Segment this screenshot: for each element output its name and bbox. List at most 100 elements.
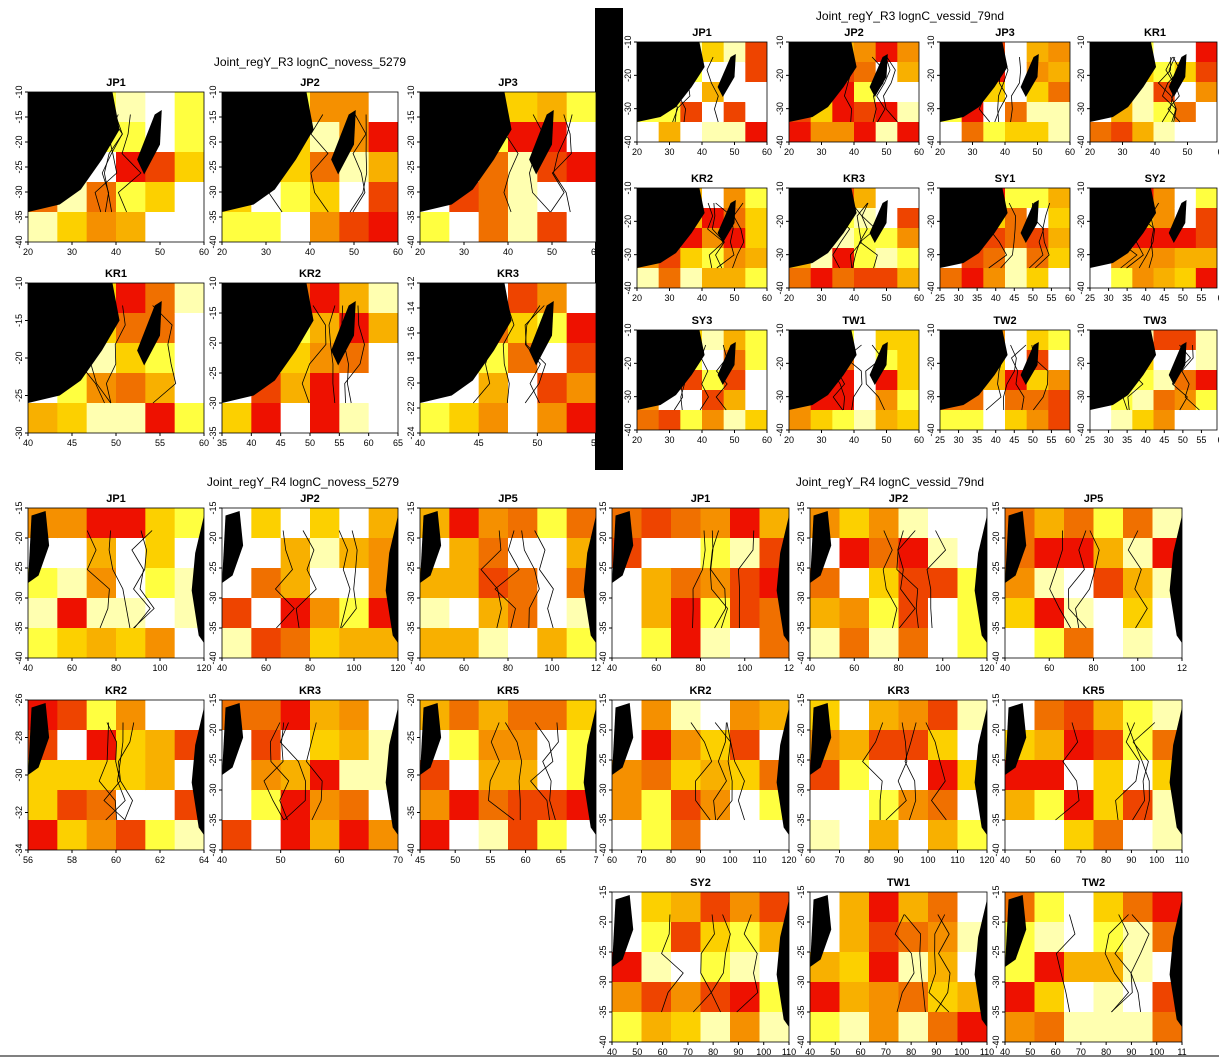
x-tick-label: 50	[1028, 293, 1038, 303]
heat-cell	[339, 730, 370, 761]
y-tick-label: -25	[14, 389, 24, 402]
heat-cell	[641, 892, 672, 923]
heat-cell	[745, 268, 767, 288]
heat-cell	[310, 313, 340, 344]
heat-cell	[28, 598, 58, 629]
black-bar	[595, 8, 623, 470]
heat-cell	[368, 700, 398, 731]
x-tick-label: 55	[485, 855, 495, 865]
x-tick-label: 30	[459, 247, 469, 257]
heat-cell	[875, 248, 898, 269]
x-tick-label: 25	[1085, 293, 1095, 303]
heat-cell	[898, 598, 929, 629]
heat-cell	[222, 628, 252, 658]
heat-cell	[637, 268, 660, 288]
heat-cell	[702, 102, 725, 123]
heat-cell	[251, 403, 282, 433]
heat-cell	[745, 102, 767, 123]
x-tick-label: 40	[849, 435, 859, 445]
contour-line	[1068, 530, 1087, 629]
contour-line	[726, 722, 745, 821]
panel-body	[810, 892, 987, 1042]
heat-cell	[810, 1012, 840, 1042]
x-tick-label: 60	[393, 247, 403, 257]
y-tick-label: -25	[208, 160, 218, 173]
y-tick-label: -15	[598, 885, 608, 898]
y-tick-label: -14	[406, 301, 416, 314]
heat-cell	[612, 790, 642, 821]
x-tick-label: 45	[67, 438, 77, 448]
heat-cell	[641, 730, 672, 761]
contour-line	[926, 530, 947, 629]
heat-cell	[28, 403, 58, 433]
map-panel: KR1 20 30 40 50 6 -10 -20 -30 -40	[1076, 27, 1219, 157]
contour-line	[349, 114, 368, 213]
y-tick-label: -25	[598, 753, 608, 766]
heat-cell	[310, 700, 340, 731]
contour-line	[896, 530, 919, 629]
heat-cell	[1111, 268, 1133, 288]
heat-cell	[839, 1012, 870, 1042]
y-tick-label: -20	[406, 693, 416, 706]
contour-line	[524, 305, 541, 404]
heat-cell	[1048, 62, 1070, 83]
x-tick-label: 60	[762, 435, 772, 445]
y-tick-label: -20	[14, 531, 24, 544]
y-tick-label: -15	[208, 306, 218, 319]
x-tick-label: 50	[729, 147, 739, 157]
map-panel: JP1 40 60 80 100 12 -15 -20 -25 -30 -35 -40	[598, 493, 794, 673]
heat-cell	[1093, 700, 1124, 731]
panel-title: KR2	[105, 685, 127, 697]
heat-cell	[86, 730, 117, 761]
x-tick-label: 30	[967, 147, 977, 157]
x-tick-label: 40	[1141, 293, 1151, 303]
land-africa	[1090, 188, 1157, 268]
x-tick-label: 40	[991, 293, 1001, 303]
land-africa	[810, 895, 832, 967]
heat-cell	[658, 410, 681, 430]
heat-cell	[723, 370, 746, 391]
map-panel: KR2 35 40 45 50 55 60 65 -10 -15 -20 -25 -30 -35	[208, 268, 403, 448]
heat-cell	[641, 508, 672, 539]
x-tick-label: 60	[914, 147, 924, 157]
y-tick-label: -22	[406, 401, 416, 414]
heat-cell	[702, 390, 725, 411]
heat-cell	[1005, 102, 1028, 123]
x-tick-label: 80	[864, 855, 874, 865]
heat-cell	[612, 982, 642, 1013]
heat-cell	[1048, 82, 1070, 103]
contour-line	[692, 530, 706, 629]
contour-line	[715, 202, 735, 269]
y-tick-label: -40	[14, 651, 24, 664]
y-tick-label: -30	[991, 975, 1001, 988]
heat-cell	[116, 820, 146, 850]
map-panel: TW1 40 50 60 70 80 90 100 110 -15 -20 -25 -30 -35 -40	[796, 877, 994, 1057]
panel-title: JP1	[106, 77, 126, 89]
heat-cell	[1034, 598, 1065, 629]
contour-line	[851, 202, 868, 269]
contour-line	[1181, 344, 1200, 411]
heat-cell	[745, 188, 767, 209]
x-tick-label: 12	[784, 663, 794, 673]
y-tick-label: -40	[1076, 281, 1086, 294]
y-tick-label: -40	[623, 281, 633, 294]
land-australia	[191, 707, 204, 835]
heat-cell	[897, 102, 919, 123]
heat-cell	[508, 820, 538, 850]
map-panel: KR5 40 50 60 70 80 90 100 110 -15 -20 -25 -30 -35 -40	[991, 685, 1189, 865]
heat-cell	[730, 508, 760, 539]
map-panel: KR3 40 50 60 70 -15 -20 -25 -30 -35 -40	[208, 685, 403, 865]
heat-cell	[1034, 1012, 1065, 1042]
heat-cell	[1034, 568, 1065, 599]
heat-cell	[1093, 508, 1124, 539]
map-panel: SY1 25 30 35 40 45 50 55 60 -10 -20 -30 -40	[926, 173, 1075, 303]
heat-cell	[57, 598, 88, 629]
heat-cell	[898, 820, 929, 850]
heat-cell	[897, 268, 919, 288]
heat-cell	[1132, 390, 1154, 411]
heat-cell	[745, 410, 767, 430]
contour-line	[105, 305, 126, 404]
panel-body	[612, 508, 789, 658]
heat-cell	[116, 283, 146, 314]
contour-line	[925, 722, 947, 821]
